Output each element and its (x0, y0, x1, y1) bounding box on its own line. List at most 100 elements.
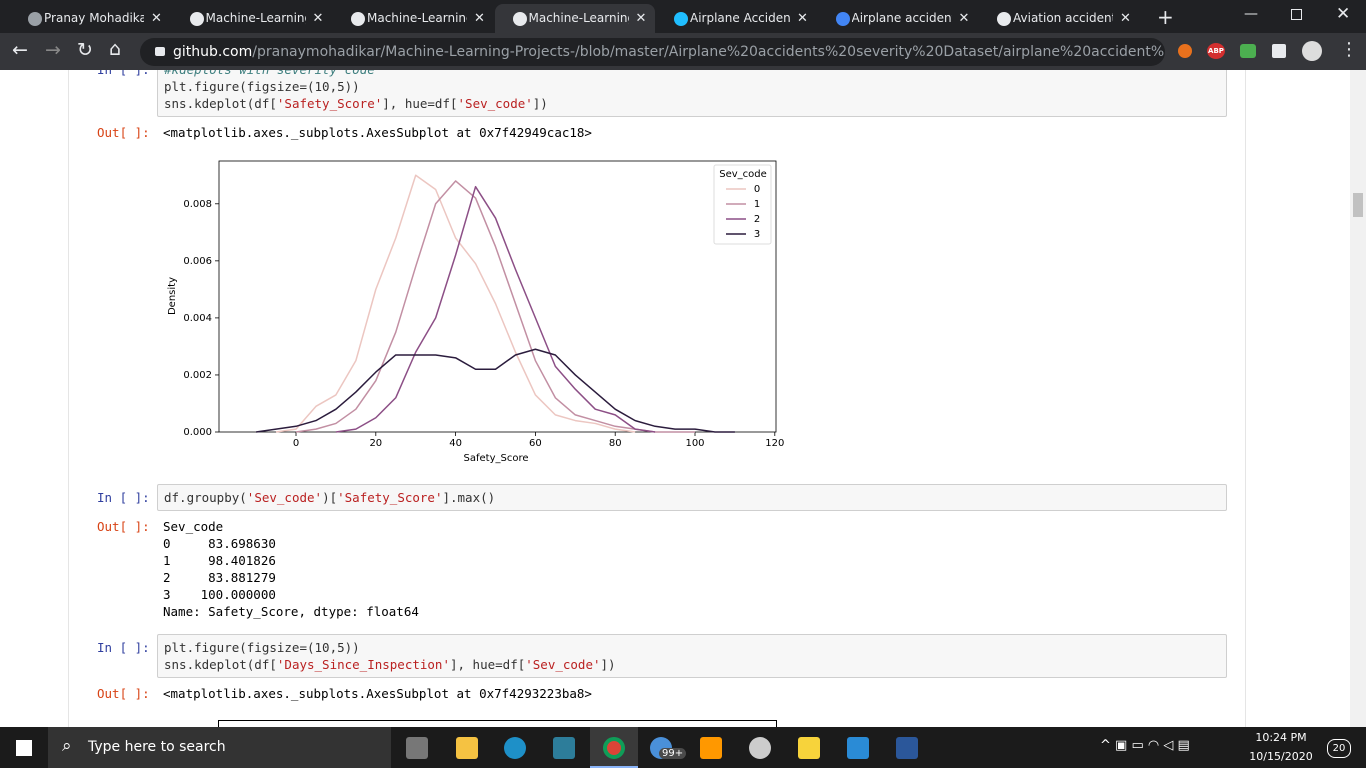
output-line: 1 98.401826 (163, 552, 276, 568)
x-axis-label: Safety_Score (464, 453, 529, 464)
tab-close[interactable]: ✕ (958, 11, 970, 26)
tab[interactable]: Pranay Mohadikar ✕ (10, 4, 170, 33)
tab-title: Airplane Accidents (690, 11, 790, 25)
prompt: In [ ]: (97, 639, 150, 655)
code-line: sns.kdeplot(df['Safety_Score'], hue=df['… (158, 95, 1226, 112)
tab-close[interactable]: ✕ (797, 11, 808, 26)
mail-badge: 99+ (659, 748, 687, 759)
code-token: 'Safety_Score' (337, 489, 443, 505)
tab[interactable]: Aviation accidents ✕ (979, 4, 1139, 33)
notification-center[interactable]: 20 (1327, 739, 1351, 758)
code-box[interactable]: plt.figure(figsize=(10,5)) sns.kdeplot(df… (157, 633, 1227, 678)
scrollbar[interactable] (1350, 70, 1366, 727)
output-line: 3 100.000000 (163, 586, 276, 602)
code-token: plt.figure(figsize=(10,5)) (164, 639, 360, 655)
x-tick-label: 20 (369, 438, 382, 449)
url-path: /pranaymohadikar/Machine-Learning-Projec… (252, 44, 1165, 60)
tab-close[interactable]: ✕ (1120, 11, 1131, 26)
tab-icon (835, 12, 850, 26)
code-box[interactable]: df.groupby('Sev_code')['Safety_Score'].m… (157, 483, 1227, 511)
axes-frame (218, 160, 777, 433)
output: <matplotlib.axes._subplots.AxesSubplot a… (157, 124, 592, 141)
home[interactable]: ⌂ (109, 38, 122, 60)
tab-close[interactable]: ✕ (151, 11, 162, 26)
tab-icon (997, 12, 1011, 26)
code-box[interactable]: #kdeplots with severity codeplt.figure(f… (157, 70, 1227, 117)
code-token: #kdeplots with severity code (164, 70, 375, 77)
tab-title: Machine-Learning (367, 11, 467, 25)
start-button[interactable] (16, 740, 32, 756)
prompt: Out[ ]: (97, 124, 150, 140)
tab-title: Airplane accidents (851, 11, 952, 25)
scrollbar-thumb[interactable] (1353, 193, 1363, 217)
sticky-notes-icon[interactable] (798, 737, 820, 759)
tab-close[interactable]: ✕ (474, 11, 485, 26)
code-token: 'Days_Since_Inspection' (276, 656, 450, 672)
tab-title: Machine-Learning (528, 11, 629, 25)
tray-icons[interactable]: ^ ▣ ▭ ◠ ◁ ▤ (1100, 738, 1190, 753)
sublime-icon[interactable] (700, 737, 722, 759)
kde-line (335, 185, 656, 433)
tab-close[interactable]: ✕ (312, 11, 324, 26)
vscode-icon[interactable] (847, 737, 869, 759)
code-token: sns.kdeplot(df[ (164, 656, 277, 672)
tab[interactable]: Machine-Learning ✕ (333, 4, 493, 33)
tab-close[interactable]: ✕ (635, 11, 647, 26)
tab-icon (512, 12, 527, 26)
minimize[interactable]: — (1244, 6, 1258, 22)
tab[interactable]: Machine-Learning ✕ (172, 4, 332, 33)
code-token: ].max() (442, 489, 496, 505)
code-token: ], hue=df[ (382, 95, 458, 111)
browser-menu[interactable]: ⋮ (1340, 39, 1358, 60)
extensions-menu[interactable] (1272, 44, 1286, 58)
extension-icon[interactable] (1240, 44, 1256, 58)
tab-icon (674, 12, 688, 26)
store-icon[interactable] (553, 737, 575, 759)
x-tick-label: 80 (609, 438, 622, 449)
reload[interactable]: ↻ (77, 39, 93, 61)
y-tick-label: 0.004 (183, 313, 212, 324)
new-tab[interactable]: + (1157, 5, 1174, 29)
y-tick-label: 0.002 (183, 370, 212, 381)
tab-title: Aviation accidents (1013, 11, 1113, 25)
address-bar[interactable]: github.com/pranaymohadikar/Machine-Learn… (140, 38, 1165, 66)
code-token: ]) (600, 656, 616, 672)
y-tick-label: 0.000 (183, 427, 212, 438)
clock-time[interactable]: 10:24 PM (1255, 731, 1307, 744)
tab-icon (189, 12, 204, 26)
edge-icon[interactable] (504, 737, 526, 759)
search-box[interactable]: ⌕ Type here to search (48, 727, 391, 768)
tab-icon (28, 12, 42, 26)
clock-date[interactable]: 10/15/2020 (1249, 750, 1313, 763)
settings-icon[interactable] (749, 737, 771, 759)
next-chart-frame (218, 720, 777, 727)
tab[interactable]: Airplane Accidents ✕ (656, 4, 816, 33)
tab[interactable]: Airplane accidents ✕ (818, 4, 978, 33)
task-view[interactable] (406, 737, 428, 759)
x-tick-label: 60 (529, 438, 542, 449)
chrome-active[interactable] (590, 727, 638, 768)
code-line: sns.kdeplot(df['Days_Since_Inspection'],… (158, 656, 1226, 673)
back[interactable]: ← (12, 39, 28, 61)
explorer-icon[interactable] (456, 737, 478, 759)
forward[interactable]: → (45, 39, 61, 61)
tab-strip: + — ✕ Pranay Mohadikar ✕ Machine-Learning ✕… (0, 0, 1366, 33)
word-icon[interactable] (896, 737, 918, 759)
tab[interactable]: Machine-Learning ✕ (494, 4, 655, 33)
output-line: 2 83.881279 (163, 569, 276, 585)
profile-avatar[interactable] (1302, 41, 1322, 61)
maximize[interactable] (1291, 9, 1302, 20)
kde-line (295, 180, 696, 433)
container-border (1245, 70, 1246, 727)
lock-icon (155, 47, 165, 56)
kde-chart: Safety_Score Density 0 20 40 60 80 100 1200.00… (167, 160, 784, 464)
adblock-icon[interactable]: ABP (1207, 43, 1225, 59)
output: <matplotlib.axes._subplots.AxesSubplot a… (157, 685, 592, 702)
extension-icon[interactable] (1178, 44, 1192, 58)
code-line: df.groupby('Sev_code')['Safety_Score'].m… (158, 489, 1226, 506)
code-token: 'Sev_code' (246, 489, 323, 505)
close-window[interactable]: ✕ (1336, 4, 1351, 24)
search-placeholder: Type here to search (88, 739, 226, 755)
kde-line (275, 174, 636, 433)
output-line: Sev_code (163, 518, 224, 534)
